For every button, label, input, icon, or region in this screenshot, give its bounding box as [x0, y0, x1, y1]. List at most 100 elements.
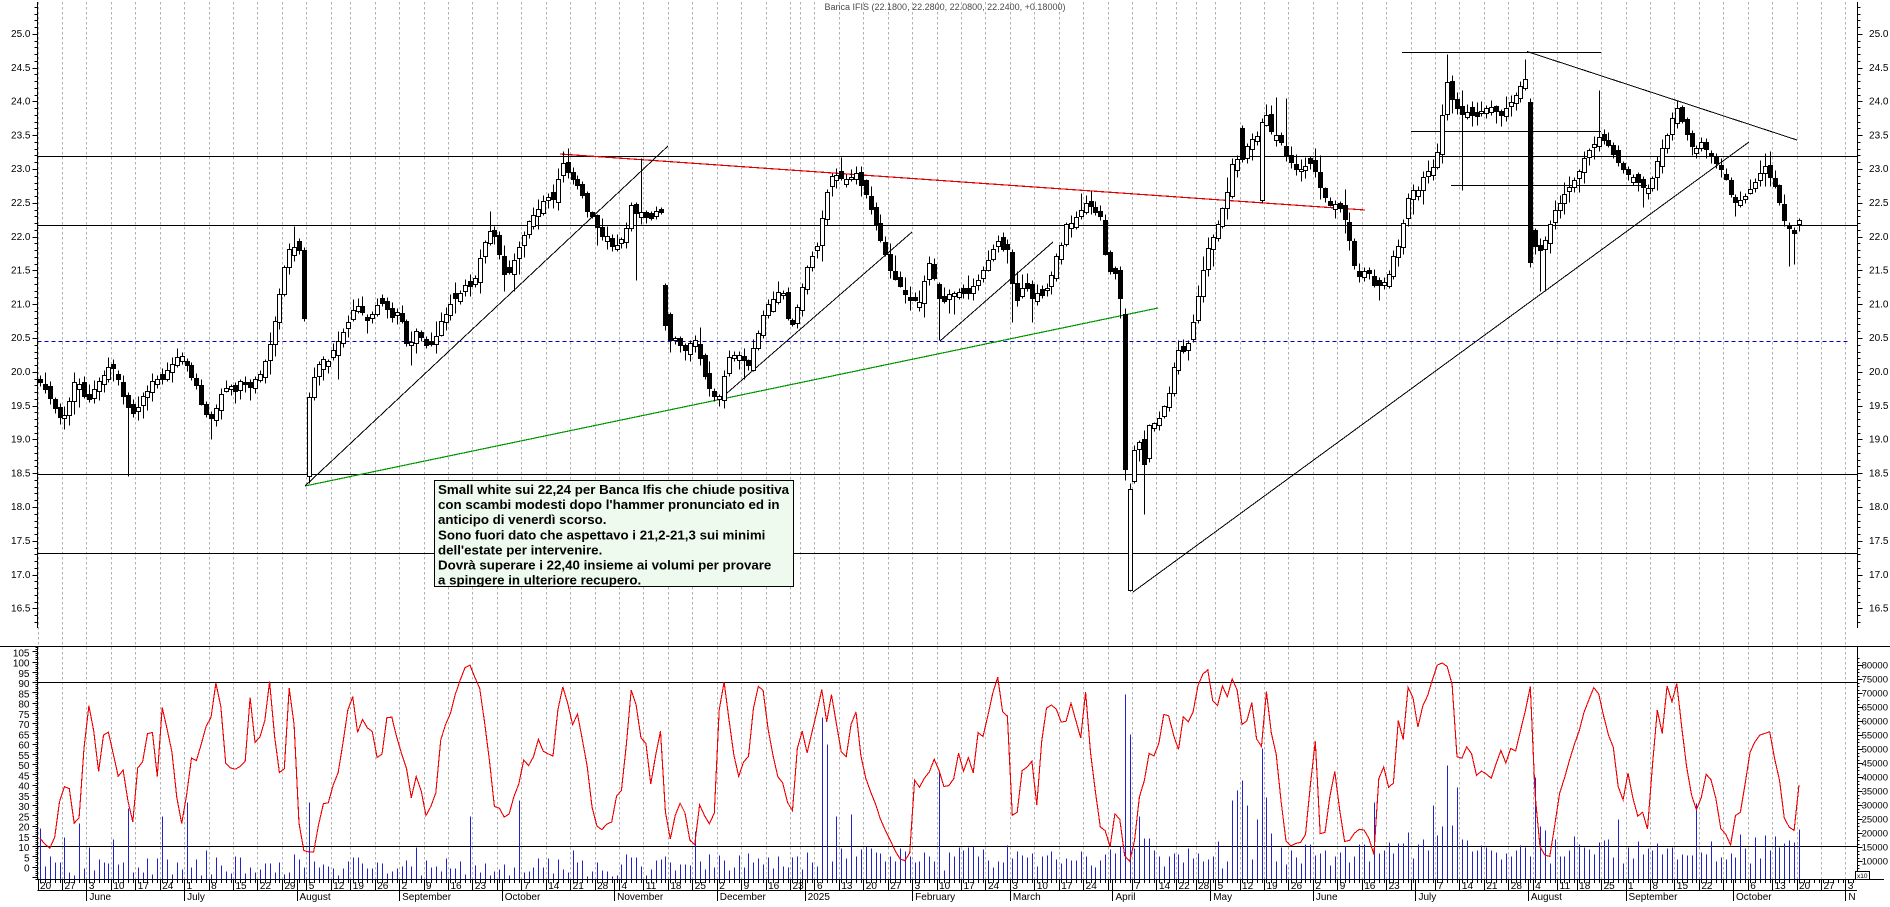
svg-text:4: 4 [622, 881, 628, 892]
svg-text:16: 16 [450, 881, 462, 892]
svg-text:June: June [1316, 892, 1338, 902]
svg-text:24: 24 [1086, 881, 1098, 892]
svg-text:15: 15 [18, 833, 30, 844]
svg-text:18.5: 18.5 [11, 468, 31, 479]
svg-text:1: 1 [187, 881, 193, 892]
svg-text:18.5: 18.5 [1869, 468, 1889, 479]
svg-text:20: 20 [18, 823, 30, 834]
svg-text:25: 25 [18, 812, 30, 823]
svg-text:13: 13 [1775, 881, 1787, 892]
svg-text:24.0: 24.0 [11, 97, 31, 108]
svg-text:23: 23 [475, 881, 487, 892]
svg-text:Banca IFIS (22.1800, 22.2800,: Banca IFIS (22.1800, 22.2800, 22.0800, 2… [825, 2, 1066, 12]
svg-text:5: 5 [1218, 881, 1224, 892]
svg-text:55: 55 [18, 751, 30, 762]
svg-text:17.5: 17.5 [1869, 536, 1889, 547]
svg-text:5: 5 [309, 881, 315, 892]
svg-text:3: 3 [915, 881, 921, 892]
svg-text:16.5: 16.5 [11, 604, 31, 615]
svg-text:21.5: 21.5 [1869, 266, 1889, 277]
svg-text:3: 3 [1848, 881, 1854, 892]
svg-text:22.5: 22.5 [1869, 198, 1889, 209]
svg-text:90: 90 [18, 679, 30, 690]
svg-text:25: 25 [1604, 881, 1616, 892]
svg-text:18.0: 18.0 [1869, 502, 1889, 513]
svg-text:20: 20 [866, 881, 878, 892]
svg-text:95: 95 [18, 669, 30, 680]
svg-text:14: 14 [548, 881, 560, 892]
svg-text:12: 12 [333, 881, 345, 892]
svg-text:4: 4 [1535, 881, 1541, 892]
svg-text:24.5: 24.5 [1869, 63, 1889, 74]
svg-text:70000: 70000 [1862, 689, 1888, 700]
svg-text:45000: 45000 [1862, 759, 1888, 770]
svg-text:19.0: 19.0 [11, 435, 31, 446]
svg-text:25: 25 [695, 881, 707, 892]
svg-text:35: 35 [18, 792, 30, 803]
svg-text:20: 20 [40, 881, 52, 892]
svg-text:65: 65 [18, 730, 30, 741]
svg-text:40000: 40000 [1862, 773, 1888, 784]
svg-text:24.5: 24.5 [11, 63, 31, 74]
svg-text:22: 22 [1179, 881, 1191, 892]
svg-text:16: 16 [1364, 881, 1376, 892]
svg-text:28: 28 [597, 881, 609, 892]
svg-text:October: October [1736, 892, 1772, 902]
svg-text:17: 17 [964, 881, 976, 892]
svg-text:14: 14 [1462, 881, 1474, 892]
svg-text:23.0: 23.0 [11, 164, 31, 175]
svg-text:19.0: 19.0 [1869, 435, 1889, 446]
svg-text:30: 30 [18, 802, 30, 813]
svg-text:20.5: 20.5 [11, 333, 31, 344]
svg-text:Sono fuori dato che aspettavo: Sono fuori dato che aspettavo i 21,2-21,… [438, 527, 765, 542]
svg-text:May: May [1213, 892, 1232, 902]
svg-text:2025: 2025 [808, 892, 831, 902]
svg-text:April: April [1116, 892, 1136, 902]
svg-text:18: 18 [670, 881, 682, 892]
svg-text:27: 27 [64, 881, 76, 892]
svg-text:28: 28 [1511, 881, 1523, 892]
svg-text:8: 8 [1652, 881, 1658, 892]
svg-text:23.5: 23.5 [1869, 130, 1889, 141]
svg-text:85: 85 [18, 689, 30, 700]
svg-text:2: 2 [1315, 881, 1321, 892]
svg-text:20.0: 20.0 [1869, 367, 1889, 378]
svg-text:30000: 30000 [1862, 801, 1888, 812]
svg-text:75: 75 [18, 710, 30, 721]
svg-text:9: 9 [426, 881, 432, 892]
svg-text:0: 0 [24, 864, 30, 875]
svg-text:45: 45 [18, 771, 30, 782]
svg-text:19.5: 19.5 [11, 401, 31, 412]
svg-text:2: 2 [402, 881, 408, 892]
svg-text:10000: 10000 [1862, 857, 1888, 868]
svg-text:17: 17 [1061, 881, 1073, 892]
svg-text:Small white sui 22,24 per Banc: Small white sui 22,24 per Banca Ifis che… [438, 482, 790, 497]
svg-text:80000: 80000 [1862, 661, 1888, 672]
svg-text:x10: x10 [1857, 873, 1868, 880]
svg-text:17.0: 17.0 [1869, 570, 1889, 581]
svg-text:3: 3 [1012, 881, 1018, 892]
svg-text:15: 15 [236, 881, 248, 892]
svg-text:October: October [505, 892, 541, 902]
svg-text:July: July [187, 892, 205, 902]
svg-text:23: 23 [793, 881, 805, 892]
svg-text:3: 3 [89, 881, 95, 892]
svg-text:11: 11 [646, 881, 657, 892]
svg-text:29: 29 [284, 881, 296, 892]
svg-text:21.5: 21.5 [11, 266, 31, 277]
svg-text:14: 14 [1159, 881, 1171, 892]
svg-text:26: 26 [377, 881, 389, 892]
svg-text:June: June [89, 892, 111, 902]
svg-text:February: February [915, 892, 955, 902]
svg-text:20: 20 [1799, 881, 1811, 892]
svg-text:6: 6 [1750, 881, 1756, 892]
svg-text:September: September [402, 892, 452, 902]
svg-text:16: 16 [768, 881, 780, 892]
svg-text:November: November [617, 892, 664, 902]
svg-text:50: 50 [18, 761, 30, 772]
svg-text:18.0: 18.0 [11, 502, 31, 513]
svg-text:22.0: 22.0 [11, 232, 31, 243]
svg-text:23.5: 23.5 [11, 130, 31, 141]
svg-text:50000: 50000 [1862, 745, 1888, 756]
svg-text:16.5: 16.5 [1869, 604, 1889, 615]
